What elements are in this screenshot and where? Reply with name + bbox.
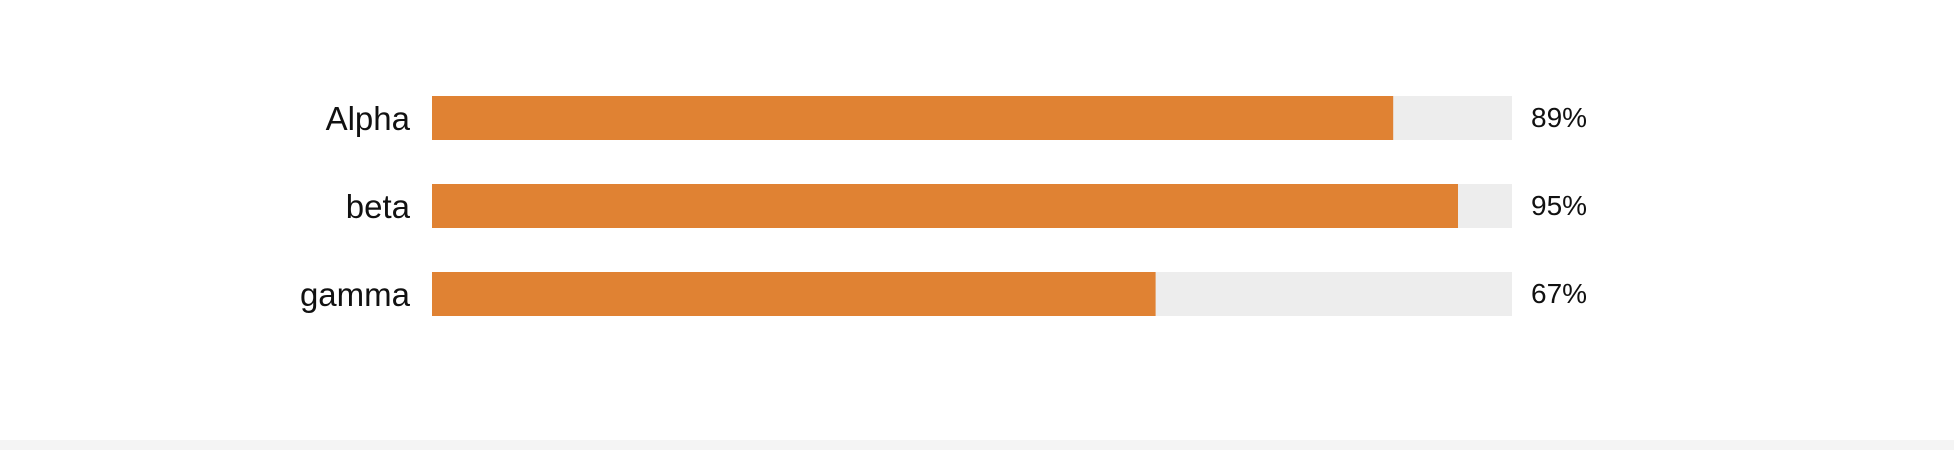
- bar-fill: [432, 96, 1394, 140]
- category-label: beta: [346, 188, 411, 225]
- value-label: 67%: [1531, 278, 1587, 309]
- bar-row-beta: beta 95%: [346, 184, 1587, 228]
- progress-bar-chart: Alpha 89% beta 95% gamma 67%: [300, 96, 1587, 316]
- value-label: 95%: [1531, 190, 1587, 221]
- bar-row-gamma: gamma 67%: [300, 272, 1587, 316]
- bar-fill: [432, 272, 1156, 316]
- bottom-strip: [0, 440, 1954, 450]
- category-label: Alpha: [326, 100, 411, 137]
- bar-row-alpha: Alpha 89%: [326, 96, 1587, 140]
- category-label: gamma: [300, 276, 411, 313]
- bar-fill: [432, 184, 1458, 228]
- value-label: 89%: [1531, 102, 1587, 133]
